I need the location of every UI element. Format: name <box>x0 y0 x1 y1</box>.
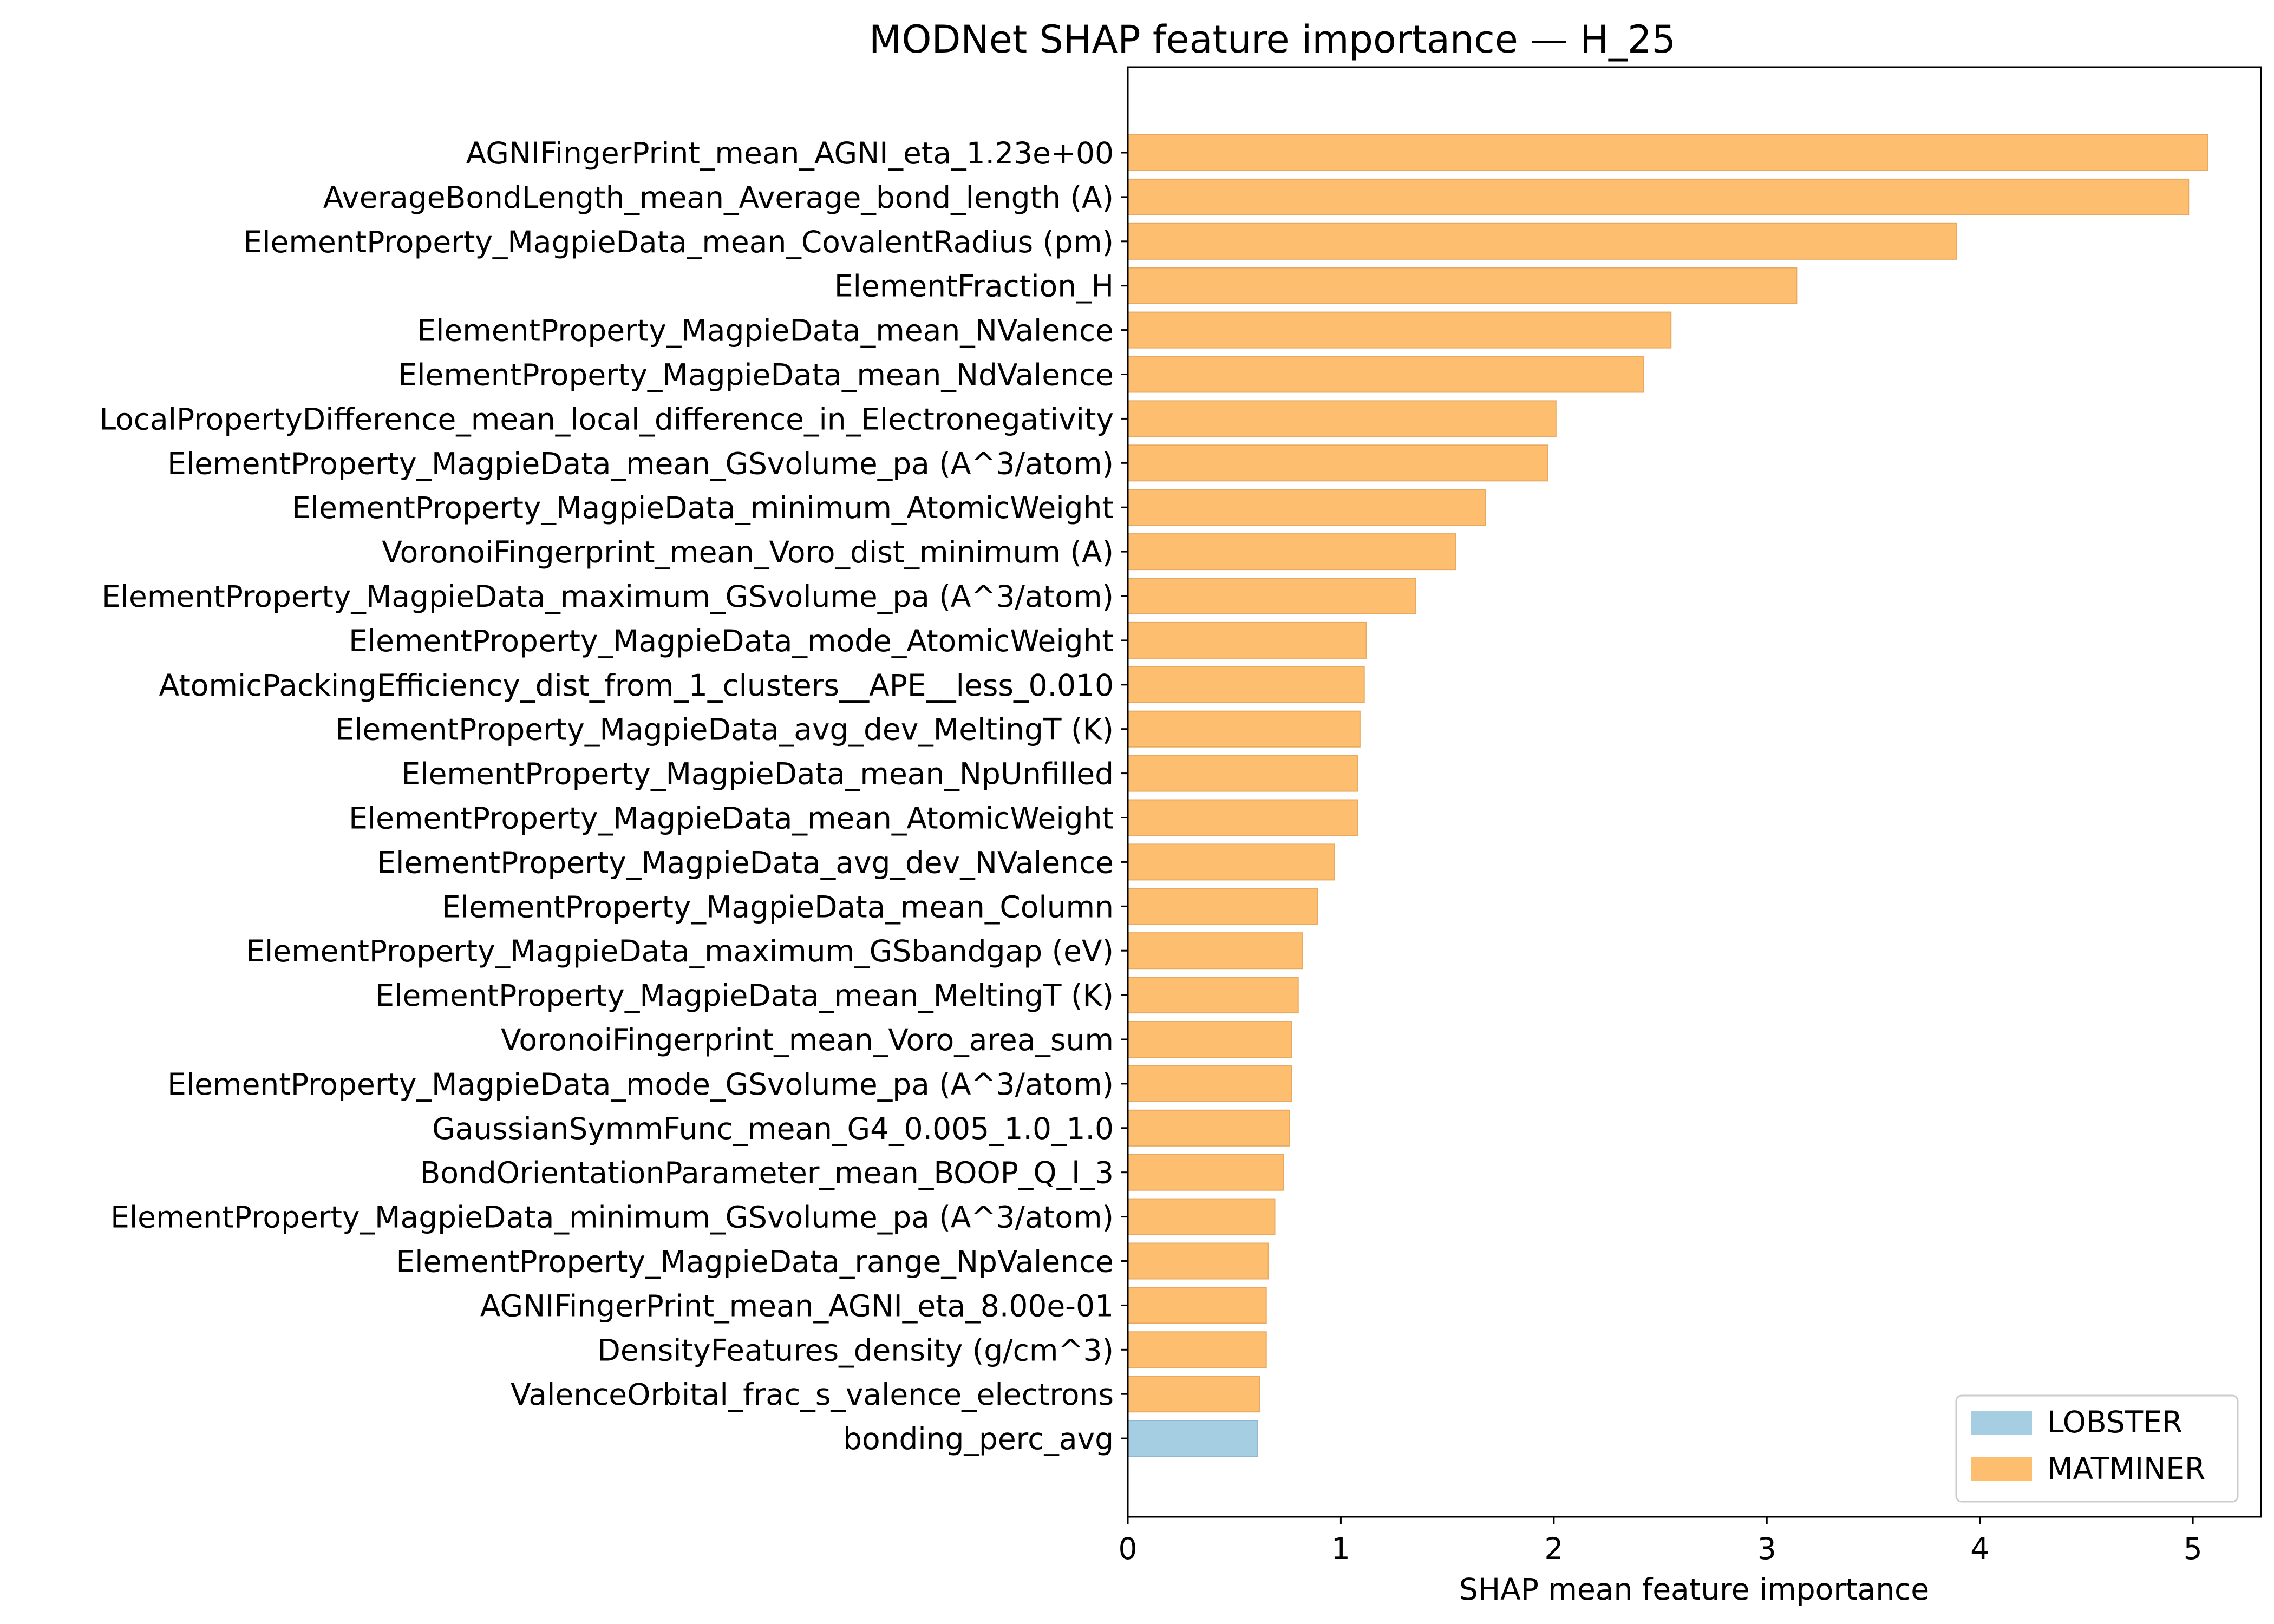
bar-12 <box>1127 666 1365 703</box>
bar-18 <box>1127 932 1303 970</box>
bar-10 <box>1127 578 1416 614</box>
x-tick-label: 2 <box>1544 1531 1563 1566</box>
x-tick-label: 4 <box>1970 1531 1989 1566</box>
legend: LOBSTER MATMINER <box>1955 1394 2239 1503</box>
bar-1 <box>1127 178 2190 215</box>
y-tick-label: LocalPropertyDifference_mean_local_diffe… <box>99 402 1114 436</box>
x-tick-label: 1 <box>1331 1531 1350 1566</box>
y-tick-label: DensityFeatures_density (g/cm^3) <box>598 1333 1114 1367</box>
bar-9 <box>1127 533 1456 571</box>
bar-25 <box>1127 1242 1269 1280</box>
y-tick-label: ElementProperty_MagpieData_mean_Covalent… <box>244 225 1114 259</box>
bar-15 <box>1127 799 1358 836</box>
y-tick-labels: AGNIFingerPrint_mean_AGNI_eta_1.23e+00 Av… <box>99 136 1128 1456</box>
bar-22 <box>1127 1109 1290 1147</box>
legend-swatch-lobster <box>1971 1411 2032 1435</box>
y-tick-label: ElementProperty_MagpieData_mean_MeltingT… <box>375 978 1114 1013</box>
y-tick-label: ElementProperty_MagpieData_avg_dev_Melti… <box>335 712 1114 747</box>
y-tick-label: ElementFraction_H <box>834 269 1114 304</box>
bar-11 <box>1127 621 1367 659</box>
bar-16 <box>1127 843 1335 881</box>
bar-14 <box>1127 755 1358 792</box>
bar-6 <box>1127 400 1557 437</box>
y-tick-label: BondOrientationParameter_mean_BOOP_Q_l_3 <box>420 1156 1114 1190</box>
y-tick-label: ElementProperty_MagpieData_mean_Column <box>442 889 1114 924</box>
bar-24 <box>1127 1198 1276 1235</box>
y-tick-label: ElementProperty_MagpieData_range_NpValen… <box>396 1245 1114 1279</box>
x-tick-label: 0 <box>1119 1531 1138 1566</box>
bar-0 <box>1127 134 2208 171</box>
y-tick-label: ElementProperty_MagpieData_mean_NValence <box>417 313 1114 348</box>
y-tick-label: AtomicPackingEfficiency_dist_from_1_clus… <box>159 668 1114 703</box>
y-tick-label: VoronoiFingerprint_mean_Voro_area_sum <box>501 1023 1114 1057</box>
y-tick-label: ElementProperty_MagpieData_mean_NpUnfill… <box>402 757 1114 791</box>
y-tick-label: ValenceOrbital_frac_s_valence_electrons <box>511 1377 1114 1412</box>
bar-4 <box>1127 311 1672 349</box>
bar-21 <box>1127 1065 1292 1102</box>
bar-26 <box>1127 1287 1267 1324</box>
bar-20 <box>1127 1021 1292 1058</box>
bars-layer <box>1127 134 2208 1457</box>
y-tick-label: ElementProperty_MagpieData_mean_NdValenc… <box>398 358 1114 392</box>
bar-27 <box>1127 1331 1267 1368</box>
y-tick-label: ElementProperty_MagpieData_mode_GSvolume… <box>167 1067 1114 1102</box>
plot-frame <box>1127 66 2262 1518</box>
bar-23 <box>1127 1154 1284 1191</box>
y-tick-label: ElementProperty_MagpieData_mean_AtomicWe… <box>349 801 1114 836</box>
bar-13 <box>1127 710 1361 748</box>
y-tick-label: AverageBondLength_mean_Average_bond_leng… <box>323 180 1114 215</box>
y-tick-label: ElementProperty_MagpieData_minimum_GSvol… <box>110 1200 1114 1235</box>
bar-3 <box>1127 267 1798 304</box>
x-tick-label: 3 <box>1757 1531 1776 1566</box>
y-tick-label: GaussianSymmFunc_mean_G4_0.005_1.0_1.0 <box>432 1111 1114 1146</box>
y-tick-label: bonding_perc_avg <box>843 1422 1114 1456</box>
legend-label: MATMINER <box>2047 1451 2205 1486</box>
y-tick-label: ElementProperty_MagpieData_mode_AtomicWe… <box>349 624 1114 658</box>
y-tick-label: ElementProperty_MagpieData_avg_dev_NVale… <box>377 845 1114 880</box>
x-axis-label: SHAP mean feature importance <box>1459 1572 1929 1607</box>
y-tick-label: ElementProperty_MagpieData_mean_GSvolume… <box>167 446 1114 481</box>
legend-label: LOBSTER <box>2047 1405 2182 1439</box>
chart-title: MODNet SHAP feature importance — H_25 <box>869 17 1676 62</box>
bar-8 <box>1127 489 1486 526</box>
bar-28 <box>1127 1376 1260 1413</box>
bar-2 <box>1127 222 1957 260</box>
bar-29 <box>1127 1420 1258 1457</box>
y-tick-label: ElementProperty_MagpieData_maximum_GSvol… <box>102 579 1114 614</box>
y-tick-label: ElementProperty_MagpieData_minimum_Atomi… <box>292 490 1114 525</box>
x-tick-label: 5 <box>2184 1531 2203 1566</box>
bar-19 <box>1127 977 1299 1014</box>
legend-swatch-matminer <box>1971 1457 2032 1481</box>
y-tick-label: AGNIFingerPrint_mean_AGNI_eta_1.23e+00 <box>466 136 1114 171</box>
x-axis: 0 1 2 3 4 5 <box>1119 1517 2203 1566</box>
y-tick-label: ElementProperty_MagpieData_maximum_GSban… <box>246 934 1114 968</box>
y-tick-label: AGNIFingerPrint_mean_AGNI_eta_8.00e-01 <box>480 1288 1114 1323</box>
bar-17 <box>1127 888 1318 925</box>
bar-7 <box>1127 444 1548 482</box>
y-tick-label: VoronoiFingerprint_mean_Voro_dist_minimu… <box>382 535 1114 569</box>
bar-5 <box>1127 356 1644 393</box>
